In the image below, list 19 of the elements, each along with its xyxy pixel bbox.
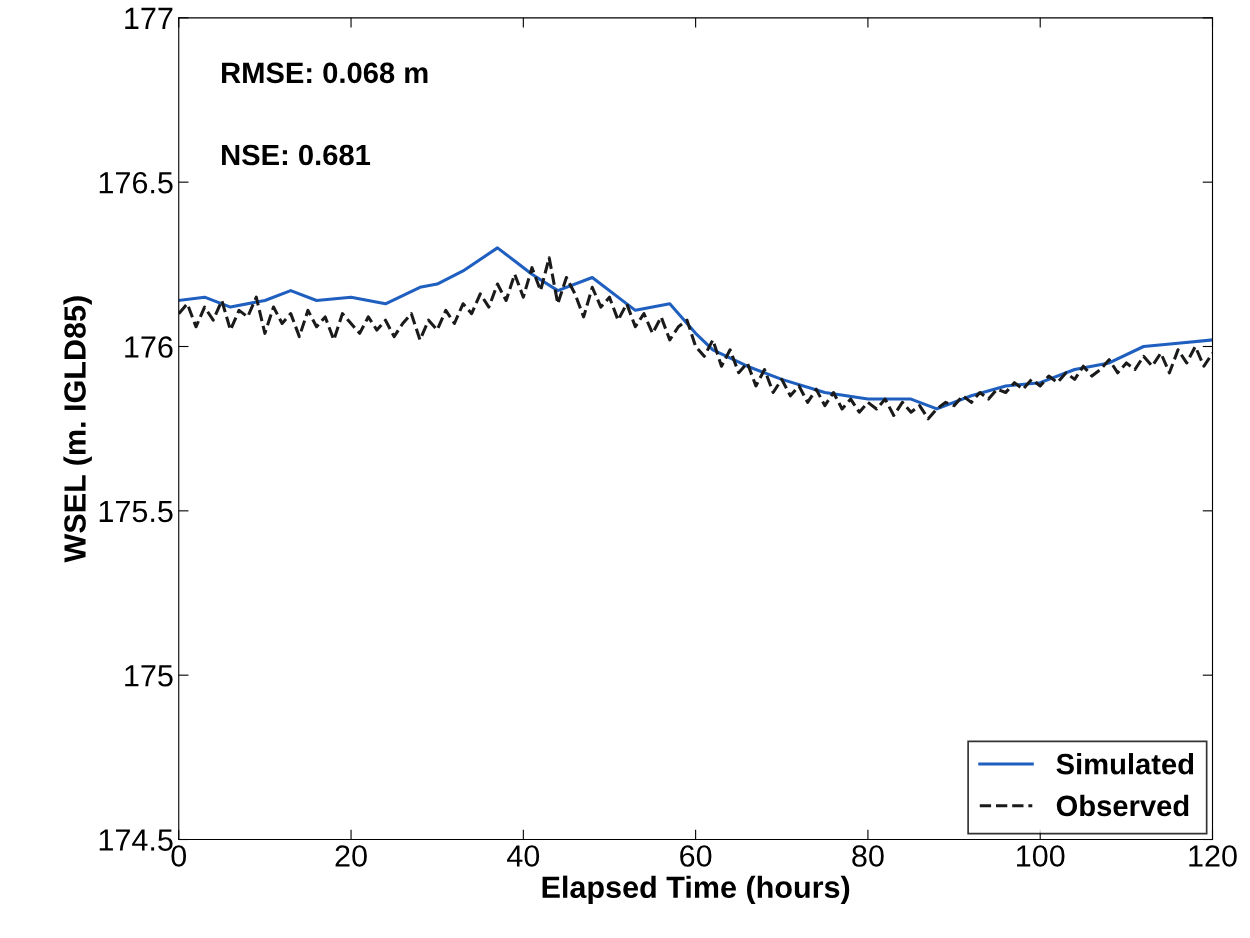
y-tick-label: 176.5	[99, 171, 173, 194]
legend-label: Simulated	[1056, 753, 1194, 775]
y-tick-label: 177	[125, 7, 173, 29]
y-tick-label: 174.5	[99, 829, 173, 851]
y-axis-title: WSEL (m. IGLD85)	[63, 296, 92, 563]
x-tick-label: 60	[680, 845, 712, 867]
legend-label: Observed	[1056, 794, 1189, 817]
x-tick-label: 100	[1017, 845, 1065, 867]
y-tick-label: 176	[125, 336, 173, 358]
x-tick-label: 20	[335, 845, 367, 867]
annotation: RMSE: 0.068 m	[222, 62, 428, 84]
y-tick-label: 175.5	[99, 500, 173, 523]
x-axis-title: Elapsed Time (hours)	[542, 875, 850, 905]
x-tick-label: 120	[1189, 845, 1237, 867]
y-tick-label: 175	[125, 665, 173, 687]
x-tick-label: 40	[507, 845, 540, 867]
x-tick-label: 80	[852, 845, 884, 867]
x-tick-label: 0	[171, 845, 187, 867]
annotation: NSE: 0.681	[222, 144, 371, 166]
